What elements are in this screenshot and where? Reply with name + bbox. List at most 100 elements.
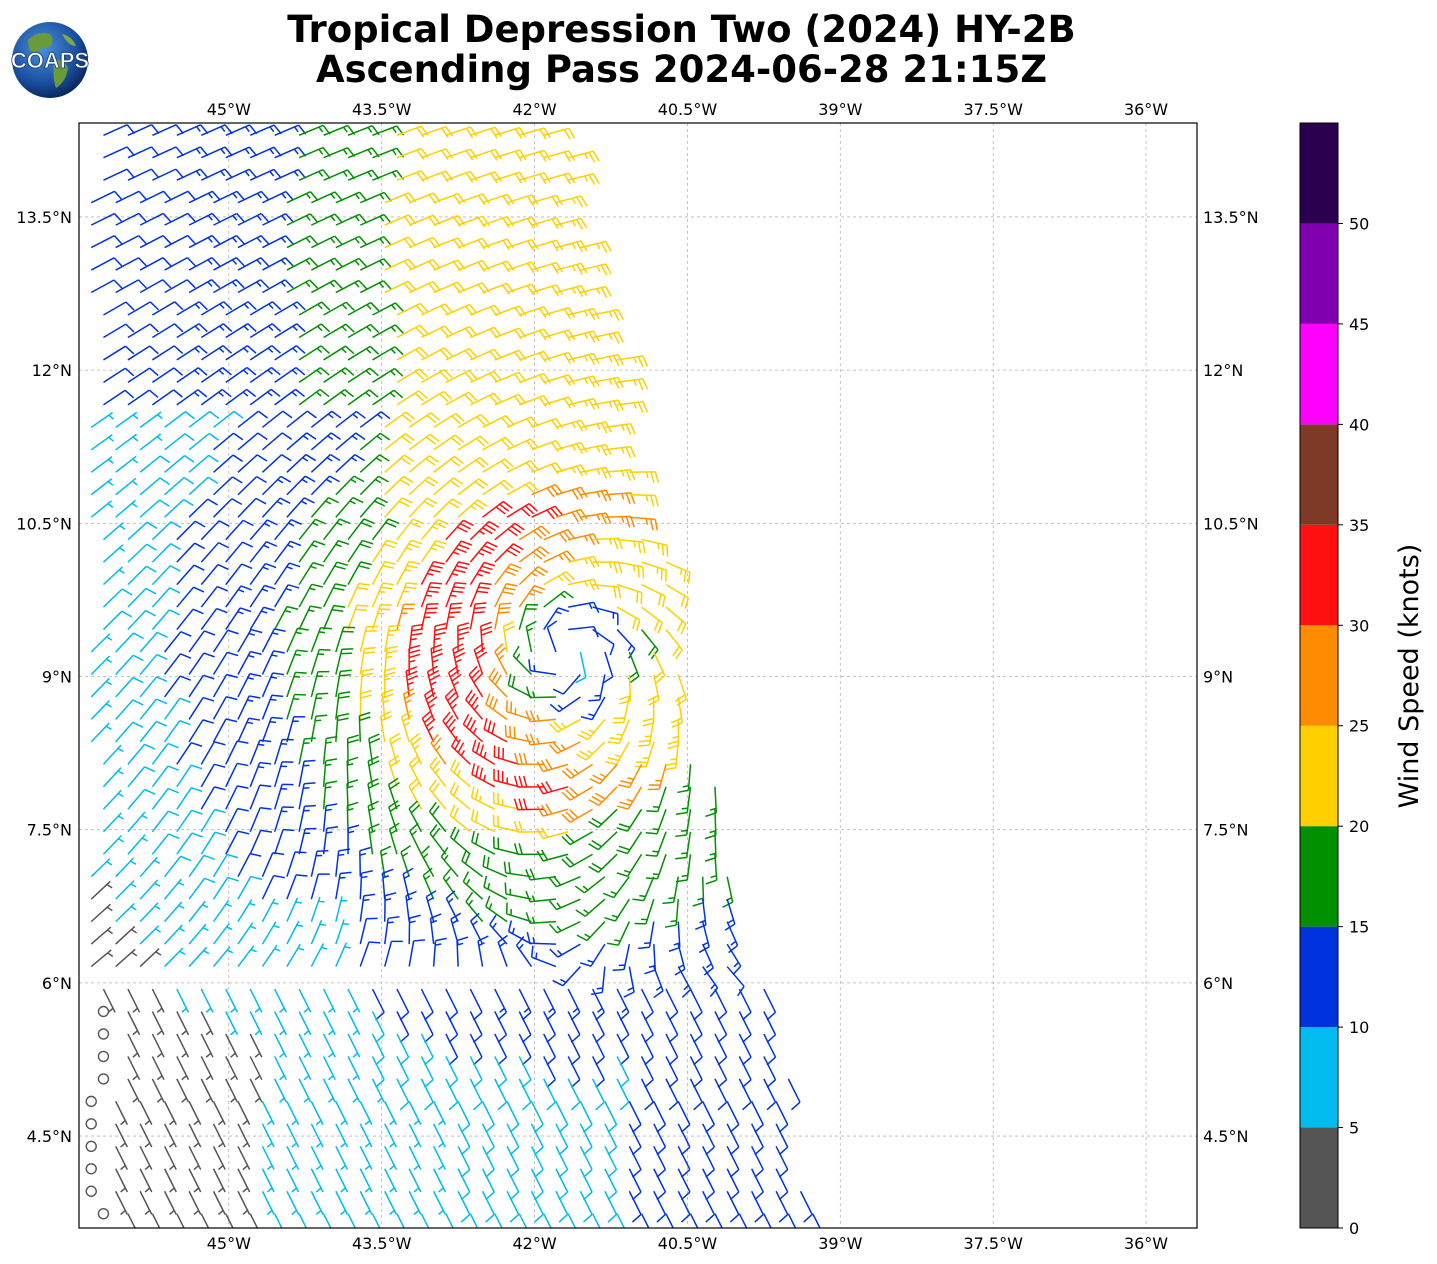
barb-feather (571, 511, 579, 523)
wind-barb (237, 1101, 251, 1126)
wind-barb (102, 522, 126, 541)
barb-staff (763, 988, 777, 1013)
wind-barb (616, 1056, 630, 1088)
wind-barb (518, 546, 550, 563)
barb-feather (407, 236, 417, 247)
barb-feather (180, 630, 192, 637)
barb-staff (176, 764, 192, 788)
wind-barb (237, 257, 270, 271)
barb-feather (411, 628, 424, 632)
barb-staff (213, 410, 235, 428)
barb-feather (401, 435, 412, 444)
wind-barb (335, 669, 352, 698)
barb-half-feather (296, 924, 303, 928)
barb-feather (375, 1056, 385, 1066)
barb-feather (503, 625, 515, 632)
barb-feather (617, 331, 624, 343)
barb-feather (571, 1237, 579, 1245)
barb-feather (203, 652, 215, 658)
barb-half-feather (342, 149, 348, 155)
wind-barb (139, 1168, 153, 1193)
wind-barb (528, 659, 557, 676)
wind-barb (432, 1101, 446, 1126)
barb-half-feather (318, 148, 324, 155)
barb-feather (545, 803, 553, 815)
barb-feather (555, 284, 564, 296)
barb-feather (605, 263, 612, 275)
wind-barb (462, 713, 484, 743)
wind-barb (555, 262, 588, 275)
barb-half-feather (681, 874, 688, 878)
wind-barb (445, 126, 478, 139)
barb-feather (114, 190, 123, 201)
barb-feather (304, 759, 316, 763)
barb-feather (619, 1034, 630, 1043)
barb-half-feather (364, 1187, 371, 1193)
wind-barb (212, 498, 243, 518)
colorbar-segment (1300, 1127, 1338, 1228)
barb-half-feather (274, 948, 281, 952)
barb-half-feather (328, 1097, 334, 1103)
barb-half-feather (361, 875, 368, 879)
barb-staff (188, 877, 206, 900)
barb-feather (187, 212, 197, 223)
wind-barb (428, 801, 447, 833)
barb-feather (506, 194, 515, 205)
barb-feather (313, 540, 326, 546)
barb-feather (522, 798, 528, 810)
wind-barb (396, 582, 418, 608)
barb-feather (548, 923, 558, 934)
wind-barb (432, 1168, 446, 1193)
wind-barb (249, 345, 281, 361)
wind-barb (323, 323, 355, 339)
barb-staff (750, 1168, 764, 1193)
lon-tick-label-bottom: 42°W (512, 1234, 556, 1253)
wind-barb (555, 419, 588, 432)
wind-barb (164, 653, 192, 675)
barb-feather (449, 1237, 457, 1245)
wind-barb (225, 1011, 239, 1036)
wind-barb (552, 966, 581, 987)
wind-barb (274, 301, 306, 316)
barb-feather (558, 1124, 569, 1133)
barb-half-feather (344, 946, 351, 949)
barb-feather (294, 851, 307, 854)
wind-barb (388, 822, 400, 855)
barb-feather (321, 301, 331, 311)
barb-feather (625, 469, 632, 482)
wind-barb (616, 629, 636, 659)
barb-feather (576, 753, 587, 761)
wind-barb (526, 932, 556, 945)
wind-barb (726, 1101, 740, 1133)
barb-feather (546, 1034, 556, 1043)
barb-feather (485, 1168, 495, 1178)
barb-feather (680, 595, 686, 607)
barb-half-feather (316, 369, 322, 375)
wind-barb (408, 800, 423, 833)
barb-half-feather (328, 1075, 334, 1081)
wind-barb (469, 1213, 479, 1228)
barb-feather (612, 968, 625, 972)
barb-feather (402, 475, 414, 483)
barb-feather (552, 979, 564, 987)
barb-half-feather (244, 126, 250, 133)
wind-barb (519, 149, 551, 162)
barb-half-feather (120, 1142, 126, 1148)
barb-staff (665, 988, 679, 1013)
barb-half-feather (584, 535, 589, 542)
wind-barb (127, 988, 141, 1013)
wind-barb (274, 605, 299, 630)
wind-barb (383, 892, 397, 922)
barb-half-feather (294, 653, 301, 656)
wind-barb (641, 538, 669, 557)
wind-barb (335, 453, 365, 473)
barb-feather (443, 347, 453, 357)
barb-half-feather (338, 853, 345, 857)
barb-feather (657, 622, 664, 634)
wind-barb (261, 898, 279, 922)
barb-feather (529, 710, 536, 722)
barb-half-feather (379, 260, 385, 266)
barb-feather (672, 645, 681, 656)
wind-barb (163, 1190, 177, 1216)
wind-barb (543, 127, 576, 140)
